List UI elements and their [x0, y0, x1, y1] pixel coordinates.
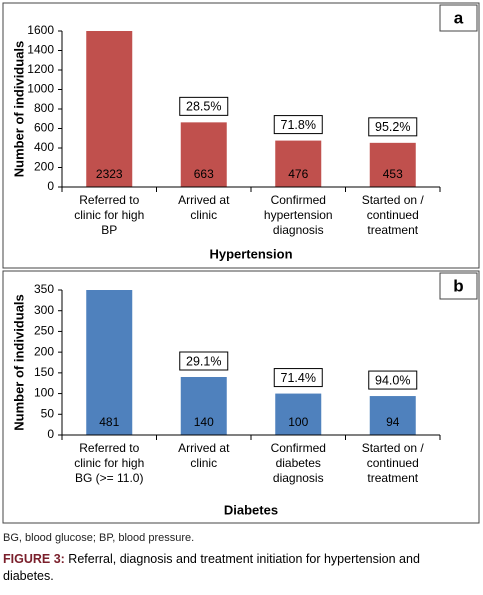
- x-tick-label-box: Confirmed diabetes diagnosis: [270, 441, 326, 485]
- x-tick-label: Arrived at clinic: [178, 193, 230, 222]
- annotation-box: [179, 96, 229, 116]
- y-tick-label: 350: [34, 282, 54, 296]
- value-label: 2323: [96, 167, 123, 181]
- bar: [275, 140, 322, 187]
- value-label: 100: [288, 415, 308, 429]
- x-tick-label: Referred to clinic for high BP: [74, 193, 145, 237]
- panel-label-box: [439, 272, 478, 300]
- y-axis-label: Number of individuals: [11, 294, 26, 431]
- annotation: 71.4%: [281, 371, 316, 385]
- y-tick-label: 1400: [27, 43, 54, 57]
- y-axis-label: Number of individuals: [11, 41, 26, 178]
- x-tick-label-box: Started on / continued treatment: [361, 193, 424, 237]
- caption: FIGURE 3: Referral, diagnosis and treatm…: [3, 551, 473, 585]
- annotation-box: [273, 368, 323, 388]
- y-tick-label: 250: [34, 324, 54, 338]
- y-tick-label: 600: [34, 121, 54, 135]
- panel-label: b: [453, 276, 463, 295]
- x-tick-label: Started on / continued treatment: [361, 193, 424, 237]
- x-tick-label-box: Started on / continued treatment: [361, 441, 424, 485]
- y-tick-label: 400: [34, 140, 54, 154]
- bar: [86, 31, 133, 187]
- value-label: 453: [383, 167, 403, 181]
- panel-border: [2, 2, 480, 269]
- value-label: 94: [386, 415, 400, 429]
- y-tick-label: 800: [34, 101, 54, 115]
- bar: [275, 393, 322, 435]
- bar: [180, 377, 227, 435]
- annotation-box: [368, 370, 418, 390]
- x-axis-label: Hypertension: [209, 246, 292, 261]
- y-tick-label: 1000: [27, 82, 54, 96]
- y-tick-label: 100: [34, 386, 54, 400]
- x-tick-label-box: Arrived at clinic: [178, 441, 230, 470]
- x-tick-label-box: Referred to clinic for high BG (>= 11.0): [74, 441, 145, 485]
- annotation: 71.8%: [281, 118, 316, 132]
- caption-label: FIGURE 3:: [3, 552, 65, 566]
- annotation: 29.1%: [186, 354, 221, 368]
- y-tick-label: 0: [47, 427, 54, 441]
- annotation: 95.2%: [375, 120, 410, 134]
- y-tick-label: 200: [34, 344, 54, 358]
- bar: [369, 142, 416, 187]
- value-label: 140: [194, 415, 214, 429]
- figure: a Number of individuals Hypertension 0 200 40…: [2, 2, 480, 524]
- y-tick-label: 0: [47, 179, 54, 193]
- annotation-box: [368, 117, 418, 137]
- caption-text: Referral, diagnosis and treatment initia…: [3, 552, 420, 583]
- y-tick-label: 300: [34, 303, 54, 317]
- y-tick-label: 1600: [27, 23, 54, 37]
- x-tick-label: Confirmed hypertension diagnosis: [263, 193, 333, 237]
- bar: [369, 396, 416, 435]
- x-axis-label: Diabetes: [224, 502, 278, 517]
- bar: [86, 290, 133, 435]
- x-tick-label: Confirmed diabetes diagnosis: [270, 441, 326, 485]
- value-label: 476: [288, 167, 308, 181]
- y-tick-label: 1200: [27, 62, 54, 76]
- y-tick-label: 150: [34, 365, 54, 379]
- x-tick-label-box: Arrived at clinic: [178, 193, 230, 222]
- x-tick-label: Started on / continued treatment: [361, 441, 424, 485]
- bar: [180, 122, 227, 187]
- x-tick-label-box: Confirmed hypertension diagnosis: [263, 193, 333, 237]
- panel-label-box: [439, 4, 478, 32]
- value-label: 663: [194, 167, 214, 181]
- x-tick-label: Arrived at clinic: [178, 441, 230, 470]
- annotation-box: [179, 351, 229, 371]
- x-tick-label-box: Referred to clinic for high BP: [74, 193, 145, 237]
- annotation: 94.0%: [375, 373, 410, 387]
- footnote: BG, blood glucose; BP, blood pressure.: [3, 532, 195, 544]
- y-tick-label: 200: [34, 160, 54, 174]
- x-tick-label: Referred to clinic for high BG (>= 11.0): [74, 441, 145, 485]
- panel-border: [2, 270, 480, 524]
- y-tick-label: 50: [41, 406, 55, 420]
- annotation: 28.5%: [186, 100, 221, 114]
- value-label: 481: [99, 415, 119, 429]
- panel-label: a: [454, 8, 464, 27]
- annotation-box: [273, 115, 323, 135]
